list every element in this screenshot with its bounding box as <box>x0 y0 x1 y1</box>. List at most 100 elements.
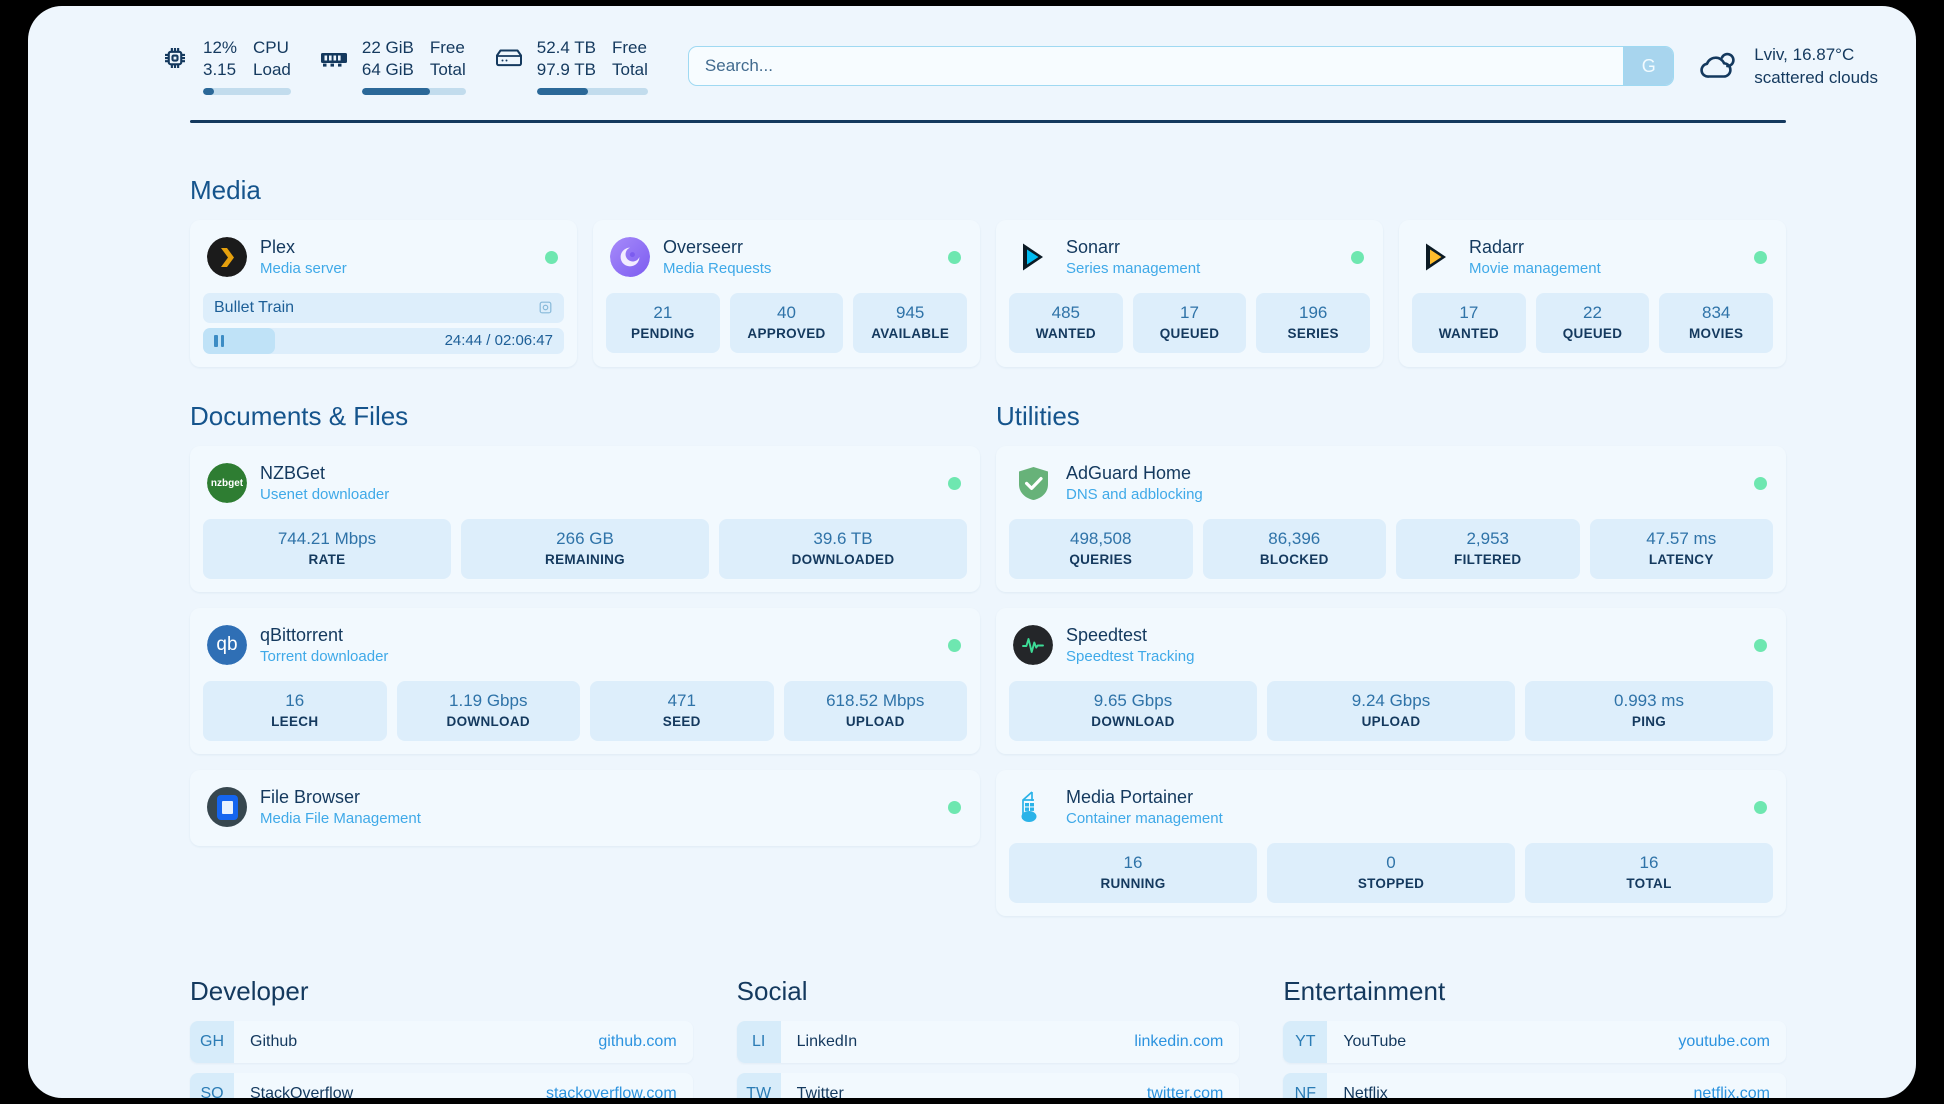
resource-label-primary: Free <box>429 37 465 57</box>
bookmark-name: YouTube <box>1343 1032 1407 1050</box>
resource-value-secondary: 64 GiB <box>361 60 414 79</box>
stat-block[interactable]: 945 AVAILABLE <box>853 292 968 354</box>
stat-block[interactable]: 834 MOVIES <box>1659 292 1774 354</box>
bookmark-name: Github <box>250 1032 298 1050</box>
stat-value: 471 <box>667 690 696 710</box>
stat-block[interactable]: 618.52 Mbps UPLOAD <box>783 680 967 741</box>
stat-label: UPLOAD <box>1361 714 1421 730</box>
bookmark-item[interactable]: TW Twitter twitter.com <box>736 1072 1240 1098</box>
status-indicator <box>1351 250 1364 264</box>
stat-block[interactable]: 16 TOTAL <box>1525 842 1773 903</box>
stat-block[interactable]: 9.24 Gbps UPLOAD <box>1267 680 1515 741</box>
service-card[interactable]: Speedtest Speedtest Tracking 9.65 Gbps DOWN… <box>996 607 1786 754</box>
search-bar[interactable]: G <box>687 46 1675 86</box>
stat-value: 86,396 <box>1268 528 1321 548</box>
service-card[interactable]: Radarr Movie management 17 WANTED 22 QUEUED 83… <box>1399 220 1786 367</box>
app-logo-icon <box>207 787 247 828</box>
bookmark-group-title: Developer <box>190 975 309 1006</box>
stat-label: QUEUED <box>1562 326 1623 342</box>
resource-label-secondary: Total <box>429 60 466 79</box>
service-name: Overseerr <box>663 237 744 257</box>
resource-label-secondary: Load <box>253 60 291 79</box>
documents-card-stack: nzbget NZBGet Usenet downloader 744.21 Mbps… <box>190 445 980 846</box>
stat-value: 9.24 Gbps <box>1351 690 1431 710</box>
app-logo-icon <box>1416 237 1456 277</box>
stat-label: PING <box>1631 714 1667 730</box>
service-card[interactable]: qb qBittorrent Torrent downloader 16 LEECH 1.… <box>190 607 980 754</box>
stat-block[interactable]: 744.21 Mbps RATE <box>203 518 451 579</box>
stat-block[interactable]: 16 LEECH <box>203 680 387 741</box>
stat-block[interactable]: 266 GB REMAINING <box>461 518 709 579</box>
stat-value: 9.65 Gbps <box>1093 690 1173 710</box>
stat-value: 1.19 Gbps <box>449 690 528 710</box>
stat-block[interactable]: 47.57 ms LATENCY <box>1589 518 1773 579</box>
bookmark-item[interactable]: NF Netflix netflix.com <box>1283 1072 1786 1098</box>
stat-block[interactable]: 1.19 Gbps DOWNLOAD <box>396 680 580 741</box>
stat-block[interactable]: 498,508 QUERIES <box>1009 518 1193 579</box>
media-card-row: Plex Media server Bullet Train 24:44 / 02:0… <box>190 220 1786 367</box>
stat-block[interactable]: 39.6 TB DOWNLOADED <box>719 518 967 579</box>
stat-value: 16 <box>1123 852 1143 872</box>
bookmark-abbr: LI <box>736 1020 781 1063</box>
service-card[interactable]: Plex Media server Bullet Train 24:44 / 02:0… <box>190 220 577 367</box>
stat-label: DOWNLOADED <box>791 552 895 568</box>
stat-block[interactable]: 86,396 BLOCKED <box>1202 518 1386 579</box>
stat-block[interactable]: 471 SEED <box>590 680 774 741</box>
stat-block[interactable]: 16 RUNNING <box>1009 842 1257 903</box>
playback-time: 24:44 / 02:06:47 <box>444 332 553 350</box>
service-card[interactable]: AdGuard Home DNS and adblocking 498,508 QUE… <box>996 445 1786 592</box>
bookmark-url: linkedin.com <box>1134 1032 1224 1050</box>
bookmark-item[interactable]: SO StackOverflow stackoverflow.com <box>190 1072 693 1098</box>
settings-icon[interactable] <box>538 300 553 315</box>
stat-label: SEED <box>662 714 701 730</box>
service-description: DNS and adblocking <box>1066 486 1203 504</box>
resource-progress-bar <box>203 88 291 96</box>
section-media: Media Plex Media server Bullet Train 24:44 … <box>190 175 1786 367</box>
stat-block[interactable]: 2,953 FILTERED <box>1396 518 1580 579</box>
bookmark-url: github.com <box>598 1032 677 1050</box>
stat-block[interactable]: 17 WANTED <box>1412 292 1526 354</box>
stat-row: 9.65 Gbps DOWNLOAD 9.24 Gbps UPLOAD 0.993 ms… <box>1009 680 1773 741</box>
utilities-card-stack: AdGuard Home DNS and adblocking 498,508 QUE… <box>996 445 1786 916</box>
stat-block[interactable]: 485 WANTED <box>1009 292 1123 354</box>
stat-block[interactable]: 9.65 Gbps DOWNLOAD <box>1009 680 1257 741</box>
stat-block[interactable]: 196 SERIES <box>1256 292 1371 354</box>
now-playing-title-bar: Bullet Train <box>203 292 564 323</box>
stat-block[interactable]: 17 QUEUED <box>1132 292 1247 354</box>
stat-block[interactable]: 0 STOPPED <box>1267 842 1515 903</box>
bookmark-item[interactable]: YT YouTube youtube.com <box>1283 1020 1786 1063</box>
stat-block[interactable]: 22 QUEUED <box>1535 292 1650 354</box>
search-submit-button[interactable]: G <box>1623 47 1674 85</box>
pause-icon[interactable] <box>214 334 224 347</box>
service-description: Media File Management <box>260 810 421 828</box>
stat-label: FILTERED <box>1454 552 1522 568</box>
bookmark-abbr: GH <box>190 1020 234 1063</box>
stat-value: 834 <box>1701 302 1731 322</box>
status-indicator <box>948 800 961 814</box>
status-indicator <box>1754 800 1767 814</box>
stat-block[interactable]: 40 APPROVED <box>729 292 844 354</box>
resource-value-primary: 22 GiB <box>361 37 414 57</box>
service-card[interactable]: Sonarr Series management 485 WANTED 17 QUEUED… <box>996 220 1383 367</box>
stat-block[interactable]: 0.993 ms PING <box>1525 680 1773 741</box>
service-name: qBittorrent <box>260 624 344 645</box>
service-card[interactable]: Media Portainer Container management 16 RUN… <box>996 769 1786 916</box>
section-title-documents: Documents & Files <box>190 400 409 431</box>
stat-label: WANTED <box>1035 326 1096 342</box>
bookmark-item[interactable]: GH Github github.com <box>190 1020 693 1063</box>
playback-progress-bar[interactable]: 24:44 / 02:06:47 <box>203 327 564 354</box>
weather-widget: Lviv, 16.87°C scattered clouds <box>1696 43 1882 90</box>
resource-widgets: 12% 3.15 CPU Load 22 GiB 64 GiB Free Total 52.4 … <box>158 37 674 96</box>
stat-row: 17 WANTED 22 QUEUED 834 MOVIES <box>1412 292 1774 354</box>
stat-label: APPROVED <box>747 326 826 342</box>
service-card[interactable]: nzbget NZBGet Usenet downloader 744.21 Mbps… <box>190 445 980 592</box>
service-card[interactable]: Overseerr Media Requests 21 PENDING 40 APPROV… <box>593 220 980 367</box>
stat-block[interactable]: 21 PENDING <box>606 292 720 354</box>
resource-progress-bar <box>536 88 648 96</box>
bookmark-abbr: SO <box>190 1072 234 1098</box>
service-card[interactable]: File Browser Media File Management <box>190 769 980 846</box>
search-input[interactable] <box>688 47 1624 85</box>
bookmark-item[interactable]: LI LinkedIn linkedin.com <box>736 1020 1240 1063</box>
stat-value: 0.993 ms <box>1614 690 1684 710</box>
stat-label: TOTAL <box>1626 876 1672 892</box>
